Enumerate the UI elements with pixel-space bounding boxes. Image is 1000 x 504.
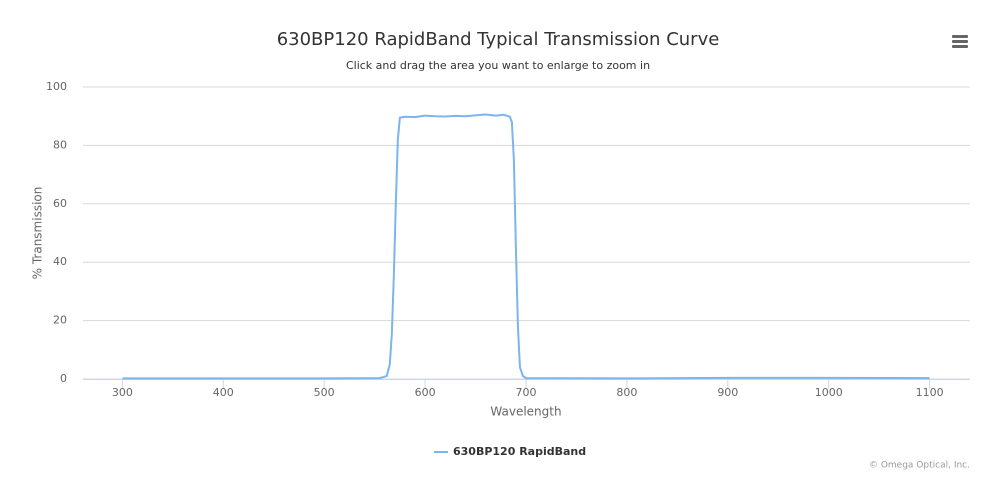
x-tick-label: 1100	[916, 386, 944, 399]
menu-bar	[952, 40, 968, 43]
y-tick-label: 100	[46, 80, 67, 93]
menu-button[interactable]	[952, 35, 968, 48]
x-tick-label: 1000	[815, 386, 843, 399]
x-tick-label: 900	[717, 386, 738, 399]
y-tick-label: 20	[53, 314, 67, 327]
x-axis-title: Wavelength	[490, 405, 561, 419]
x-tick-label: 700	[515, 386, 536, 399]
menu-bar	[952, 45, 968, 48]
x-tick-label: 500	[314, 386, 335, 399]
y-tick-label: 80	[53, 138, 67, 151]
menu-bar	[952, 35, 968, 38]
x-tick-label: 800	[616, 386, 637, 399]
x-tick-label: 600	[415, 386, 436, 399]
x-tick-label: 300	[112, 386, 133, 399]
legend[interactable]: 630BP120 RapidBand	[434, 445, 586, 458]
y-tick-label: 60	[53, 197, 67, 210]
y-tick-label: 0	[60, 372, 67, 385]
legend-label: 630BP120 RapidBand	[453, 445, 586, 458]
chart-title: 630BP120 RapidBand Typical Transmission …	[277, 29, 720, 50]
y-tick-label: 40	[53, 255, 67, 268]
x-tick-label: 400	[213, 386, 234, 399]
credits: © Omega Optical, Inc.	[869, 461, 970, 471]
chart-subtitle: Click and drag the area you want to enla…	[346, 59, 650, 72]
y-axis-title: % Transmission	[31, 187, 45, 280]
legend-item[interactable]: 630BP120 RapidBand	[434, 445, 586, 458]
data-line	[122, 113, 930, 380]
